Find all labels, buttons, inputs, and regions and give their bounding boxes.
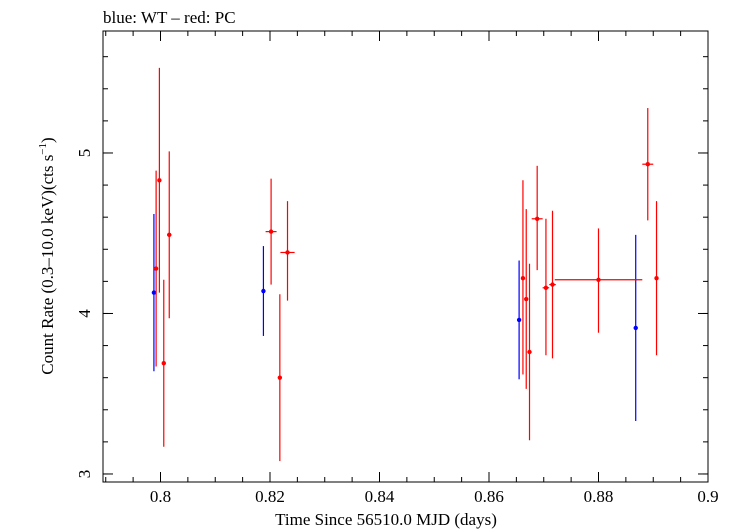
data-point <box>277 375 283 380</box>
y-axis-label: Count Rate (0.3–10.0 keV)(cts s−1) <box>37 137 57 374</box>
data-series-group <box>151 213 638 422</box>
data-point <box>520 275 526 281</box>
x-tick-label: 0.86 <box>474 487 504 506</box>
data-point <box>534 216 540 221</box>
y-tick-label: 4 <box>75 309 94 318</box>
data-series <box>151 67 659 462</box>
data-point <box>167 232 172 238</box>
data-point <box>153 266 159 271</box>
y-axis-label-main: Count Rate (0.3–10.0 keV)(cts s <box>38 155 57 375</box>
chart-title: blue: WT – red: PC <box>103 8 236 27</box>
x-tick-label: 0.88 <box>584 487 614 506</box>
data-point <box>524 296 529 302</box>
data-point <box>633 325 638 331</box>
y-axis-label-close: ) <box>38 137 57 143</box>
data-point <box>268 229 274 234</box>
data-point <box>157 178 162 183</box>
plot-frame <box>102 30 709 483</box>
y-tick-label: 5 <box>75 149 94 158</box>
data-point <box>654 275 659 281</box>
data-point <box>161 361 166 366</box>
data-point <box>285 250 290 255</box>
y-axis-ticks: 3 4 5 <box>75 56 708 479</box>
data-point <box>645 162 650 167</box>
data-series-group <box>153 67 659 462</box>
x-tick-label: 0.8 <box>150 487 171 506</box>
data-point <box>151 290 157 295</box>
data-point <box>596 277 601 282</box>
x-tick-label: 0.84 <box>365 487 395 506</box>
y-tick-label: 3 <box>75 470 94 479</box>
x-axis-ticks: 0.8 0.82 0.84 0.86 0.88 0.9 <box>105 31 719 506</box>
data-point <box>550 282 555 287</box>
data-point <box>261 288 266 294</box>
data-point <box>516 317 522 323</box>
y-axis-label-exponent: −1 <box>37 143 49 155</box>
x-tick-label: 0.82 <box>255 487 285 506</box>
x-tick-label: 0.9 <box>697 487 718 506</box>
data-point <box>543 285 549 290</box>
x-axis-label: Time Since 56510.0 MJD (days) <box>275 510 497 529</box>
data-point <box>527 349 532 355</box>
